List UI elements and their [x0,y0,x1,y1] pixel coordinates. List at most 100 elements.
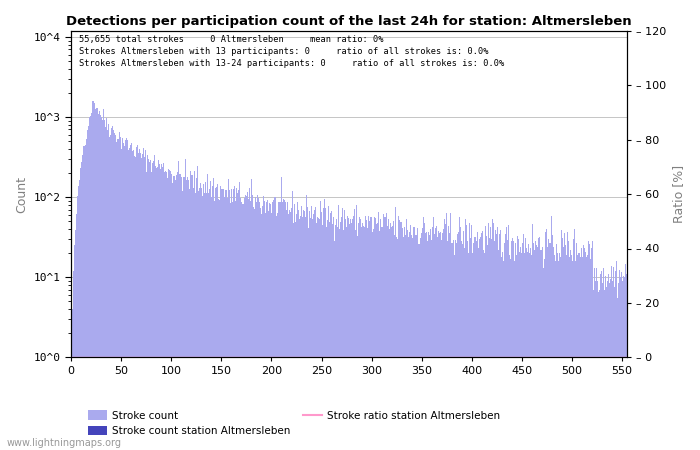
Bar [108,137,110,450]
Bar [254,209,255,450]
Bar [281,177,282,450]
Bar [454,255,455,450]
Bar [265,213,266,450]
Bar [456,243,457,450]
Bar [219,200,220,450]
Bar [127,150,129,450]
Bar [351,224,352,450]
Bar [322,225,323,450]
Bar [92,101,94,450]
Bar [598,290,600,450]
Bar [172,183,173,450]
Bar [148,162,150,450]
Bar [603,290,605,450]
Bar [615,261,617,450]
Bar [605,276,606,450]
Bar [220,189,222,450]
Bar [90,113,92,450]
Bar [150,172,152,450]
Bar [253,207,254,450]
Bar [392,226,393,450]
Bar [316,224,317,450]
Bar [347,216,348,450]
Bar [600,274,601,450]
Bar [373,229,374,450]
Bar [485,226,486,450]
Bar [435,228,436,450]
Bar [167,177,168,450]
Bar [520,247,522,450]
Bar [375,218,376,450]
Bar [528,244,529,450]
Bar [211,197,212,450]
Bar [418,244,419,450]
Bar [182,191,183,450]
Bar [403,237,404,450]
Bar [331,211,332,450]
Bar [339,229,340,450]
Bar [432,227,433,450]
Bar [578,253,579,450]
Bar [570,255,571,450]
Bar [323,208,324,450]
Bar [106,130,108,450]
Bar [487,245,489,450]
Bar [295,222,296,450]
Bar [239,182,240,450]
Bar [442,233,443,450]
Bar [385,217,386,450]
Bar [145,149,146,450]
Bar [380,219,381,450]
Bar [419,244,420,450]
Bar [473,243,475,450]
Bar [389,229,390,450]
Bar [155,168,157,450]
Bar [157,167,158,450]
Bar [212,186,213,450]
Bar [348,218,349,450]
Bar [471,225,472,450]
Bar [288,214,289,450]
Bar [461,242,462,450]
Bar [132,150,134,450]
Bar [111,126,113,450]
Bar [587,242,589,450]
Bar [500,230,501,450]
Bar [614,288,615,450]
Bar [526,248,528,450]
Bar [183,177,185,450]
Bar [223,189,224,450]
Bar [202,197,203,450]
Bar [320,201,321,450]
Bar [476,242,477,450]
Bar [346,226,347,450]
Bar [387,226,388,450]
Bar [463,231,464,450]
Bar [234,201,236,450]
Bar [622,281,623,450]
Bar [445,224,447,450]
Bar [241,204,243,450]
Bar [73,309,74,450]
Bar [469,224,470,450]
Bar [436,226,438,450]
Bar [370,217,371,450]
Bar [97,113,99,450]
Bar [330,213,331,450]
Bar [357,236,358,450]
Bar [226,190,227,450]
Bar [561,238,563,450]
Bar [543,268,545,450]
Bar [224,197,225,450]
Bar [554,261,556,450]
Bar [566,232,568,450]
Bar [176,171,178,450]
Bar [243,204,244,450]
Bar [494,242,496,450]
Bar [365,216,366,450]
Bar [412,238,413,450]
Bar [441,240,442,450]
Bar [337,227,338,450]
Bar [284,200,285,450]
Bar [395,207,396,450]
